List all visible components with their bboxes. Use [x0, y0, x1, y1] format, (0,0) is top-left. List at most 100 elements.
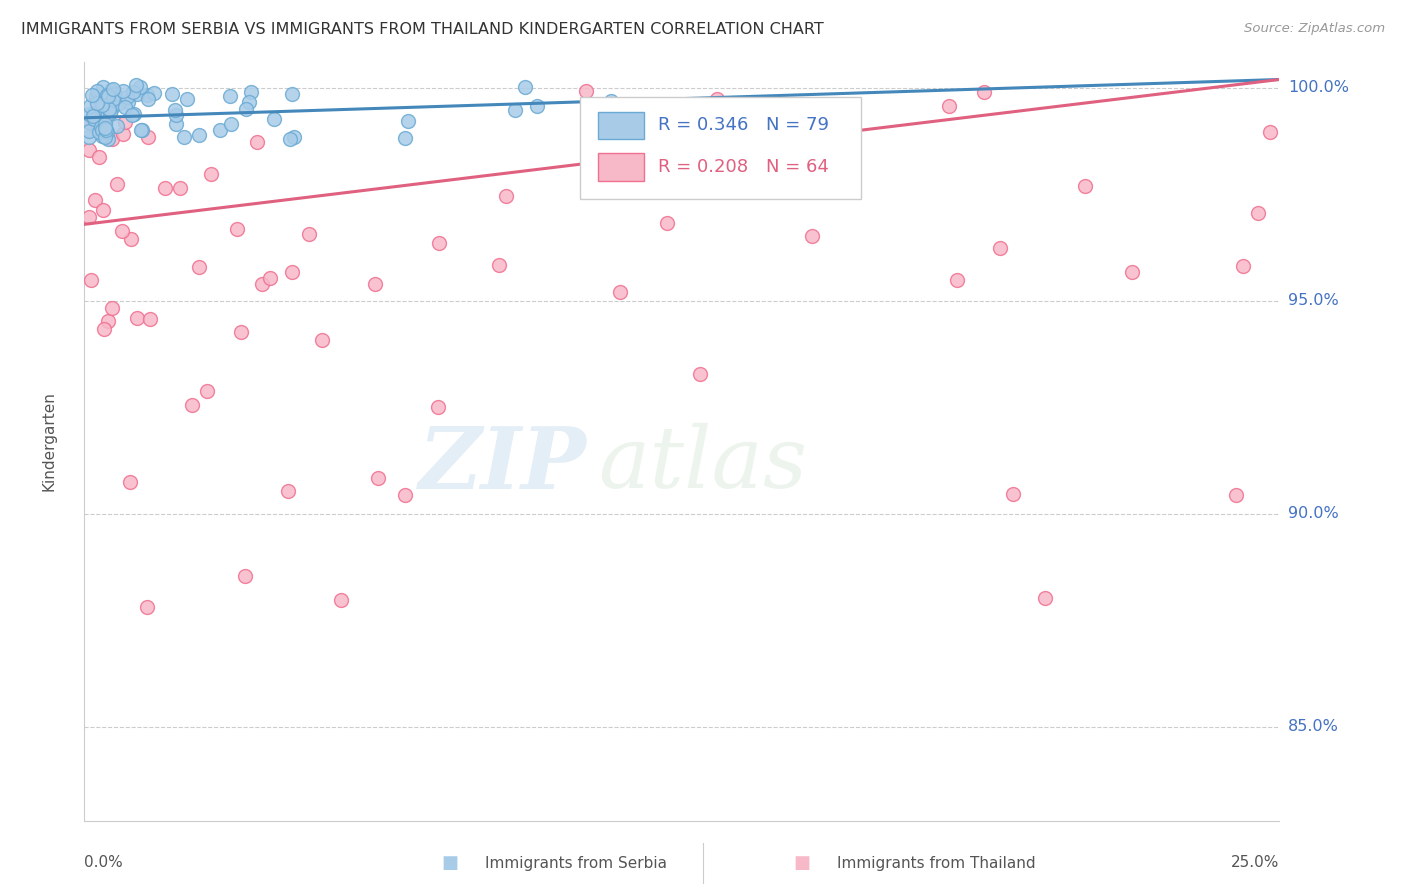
Point — [283, 129, 305, 144]
Point — [609, 285, 631, 299]
Point — [526, 99, 548, 113]
Point — [988, 241, 1011, 255]
Point — [94, 121, 117, 136]
Text: 95.0%: 95.0% — [1288, 293, 1339, 309]
Point — [96, 87, 118, 102]
Point — [100, 301, 122, 315]
Point — [1074, 178, 1097, 193]
Point — [575, 84, 598, 98]
Point — [101, 132, 124, 146]
Point — [165, 108, 187, 122]
Point — [250, 277, 273, 291]
Point — [97, 132, 120, 146]
Point — [278, 131, 301, 145]
Point — [122, 107, 145, 121]
Point — [311, 333, 333, 347]
Point — [1258, 125, 1281, 139]
Point — [129, 123, 152, 137]
Point — [89, 150, 111, 164]
Point — [1002, 487, 1025, 501]
Point — [298, 227, 321, 241]
Point — [163, 103, 186, 117]
Point — [100, 83, 122, 97]
Point — [111, 223, 134, 237]
Point — [938, 98, 960, 112]
Point — [77, 143, 100, 157]
Point — [503, 103, 526, 117]
Point — [600, 94, 623, 108]
Point — [246, 135, 269, 149]
Point — [91, 122, 114, 136]
Point — [83, 112, 105, 127]
Point — [606, 128, 628, 143]
FancyBboxPatch shape — [599, 112, 644, 139]
Point — [169, 181, 191, 195]
Point — [195, 384, 218, 398]
Point — [77, 115, 100, 129]
Text: Kindergarten: Kindergarten — [41, 392, 56, 491]
Point — [86, 84, 108, 98]
Point — [96, 109, 118, 123]
Text: R = 0.346: R = 0.346 — [658, 116, 748, 135]
Text: R = 0.208: R = 0.208 — [658, 158, 748, 176]
Point — [367, 471, 389, 485]
Point — [120, 232, 142, 246]
Point — [77, 106, 100, 120]
Point — [91, 129, 114, 144]
Point — [90, 120, 112, 134]
Point — [394, 131, 416, 145]
Point — [77, 124, 100, 138]
Point — [120, 475, 142, 489]
Point — [87, 125, 110, 139]
Point — [139, 312, 162, 326]
Text: ZIP: ZIP — [419, 423, 586, 506]
Point — [277, 484, 299, 499]
Point — [84, 193, 107, 207]
Point — [100, 103, 122, 118]
Point — [1035, 591, 1057, 605]
Point — [93, 322, 115, 336]
Point — [135, 87, 157, 102]
Point — [142, 87, 165, 101]
Text: IMMIGRANTS FROM SERBIA VS IMMIGRANTS FROM THAILAND KINDERGARTEN CORRELATION CHAR: IMMIGRANTS FROM SERBIA VS IMMIGRANTS FRO… — [21, 22, 824, 37]
Point — [364, 277, 387, 292]
Point — [77, 115, 100, 129]
Point — [121, 108, 143, 122]
Point — [706, 92, 728, 106]
Point — [226, 222, 249, 236]
Point — [129, 79, 152, 94]
Point — [173, 130, 195, 145]
Point — [108, 95, 131, 110]
Point — [90, 116, 112, 130]
Point — [77, 210, 100, 224]
Point — [135, 599, 157, 614]
Point — [396, 113, 419, 128]
Text: Immigrants from Serbia: Immigrants from Serbia — [485, 856, 666, 871]
Point — [689, 367, 711, 381]
Point — [200, 167, 222, 181]
Point — [117, 95, 139, 109]
Point — [105, 177, 128, 191]
Point — [281, 265, 304, 279]
Point — [495, 189, 517, 203]
Text: 90.0%: 90.0% — [1288, 507, 1339, 522]
FancyBboxPatch shape — [599, 153, 644, 181]
Point — [83, 105, 105, 120]
Point — [98, 106, 121, 120]
Point — [655, 216, 678, 230]
Point — [176, 92, 198, 106]
Point — [973, 85, 995, 99]
Point — [513, 80, 536, 95]
Text: N = 79: N = 79 — [766, 116, 828, 135]
Point — [114, 115, 136, 129]
Point — [155, 181, 177, 195]
Point — [104, 87, 127, 101]
Point — [394, 488, 416, 502]
Point — [96, 125, 118, 139]
Text: 0.0%: 0.0% — [84, 855, 124, 870]
Point — [79, 99, 101, 113]
Point — [86, 95, 108, 110]
Point — [136, 130, 159, 145]
Point — [77, 129, 100, 144]
Text: ■: ■ — [793, 855, 810, 872]
